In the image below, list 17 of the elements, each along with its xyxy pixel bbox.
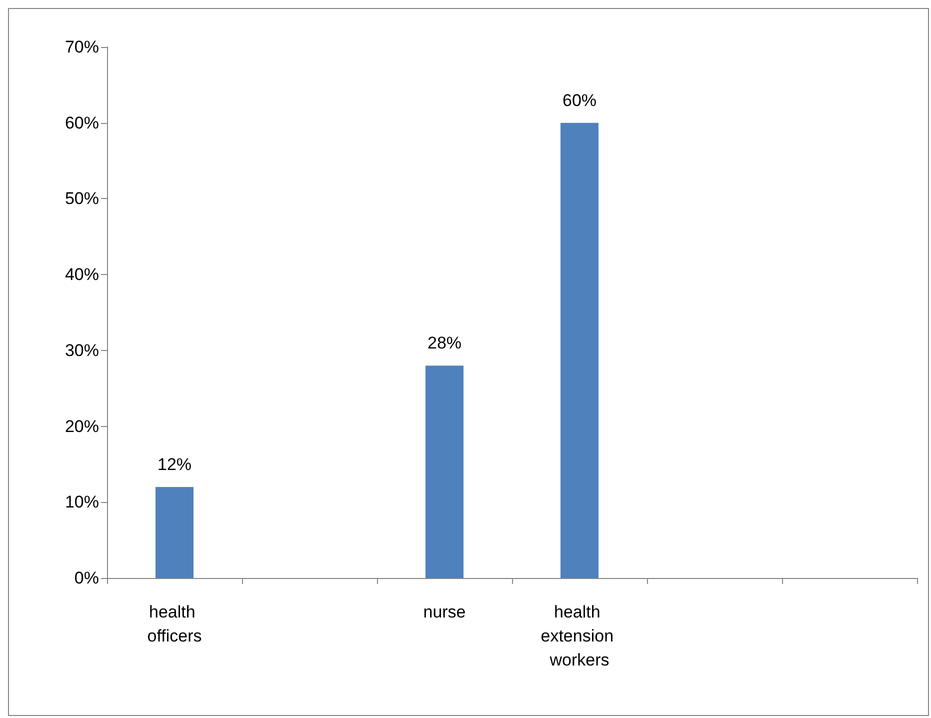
y-tick-label: 10% xyxy=(64,492,99,512)
y-tick-label: 20% xyxy=(64,416,99,436)
data-label: 12% xyxy=(157,454,192,474)
x-tick-label: health officers xyxy=(147,602,202,646)
y-tick-label: 40% xyxy=(64,265,99,284)
y-tick-label: 50% xyxy=(64,189,99,208)
bar xyxy=(156,486,194,578)
data-label: 60% xyxy=(562,90,597,110)
y-tick-label: 30% xyxy=(64,340,99,360)
data-label: 28% xyxy=(427,334,462,353)
bar xyxy=(560,122,598,578)
x-tick-label: health extension workers xyxy=(540,602,618,670)
y-tick-label: 0% xyxy=(74,568,99,588)
x-tick-label: nurse xyxy=(423,602,466,622)
bar xyxy=(426,366,464,578)
y-tick-label: 60% xyxy=(64,113,99,132)
y-tick-label: 70% xyxy=(64,38,99,56)
